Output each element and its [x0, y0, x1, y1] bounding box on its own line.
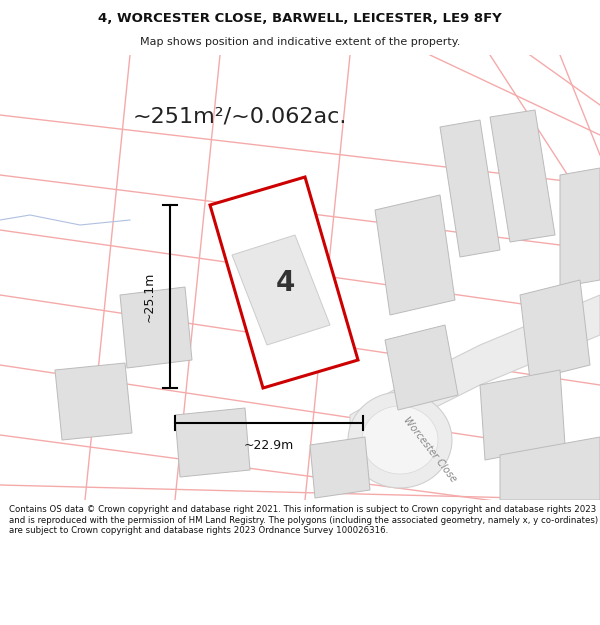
- Text: Contains OS data © Crown copyright and database right 2021. This information is : Contains OS data © Crown copyright and d…: [9, 506, 598, 535]
- Text: 4: 4: [275, 269, 295, 297]
- Polygon shape: [232, 235, 330, 345]
- Polygon shape: [310, 437, 370, 498]
- Text: ~25.1m: ~25.1m: [143, 271, 156, 322]
- Text: Map shows position and indicative extent of the property.: Map shows position and indicative extent…: [140, 38, 460, 48]
- Polygon shape: [350, 295, 600, 455]
- Polygon shape: [120, 287, 192, 368]
- Polygon shape: [500, 437, 600, 500]
- Polygon shape: [210, 177, 358, 388]
- Polygon shape: [560, 168, 600, 287]
- Polygon shape: [490, 110, 555, 242]
- Text: Worcester Close: Worcester Close: [401, 416, 458, 484]
- Polygon shape: [375, 195, 455, 315]
- Polygon shape: [55, 363, 132, 440]
- Polygon shape: [480, 370, 565, 460]
- Text: 4, WORCESTER CLOSE, BARWELL, LEICESTER, LE9 8FY: 4, WORCESTER CLOSE, BARWELL, LEICESTER, …: [98, 12, 502, 25]
- Polygon shape: [440, 120, 500, 257]
- Polygon shape: [348, 392, 452, 488]
- Polygon shape: [362, 406, 438, 474]
- Polygon shape: [175, 408, 250, 477]
- Polygon shape: [385, 325, 458, 410]
- Polygon shape: [520, 280, 590, 380]
- Text: ~22.9m: ~22.9m: [244, 439, 294, 452]
- Text: ~251m²/~0.062ac.: ~251m²/~0.062ac.: [133, 107, 347, 127]
